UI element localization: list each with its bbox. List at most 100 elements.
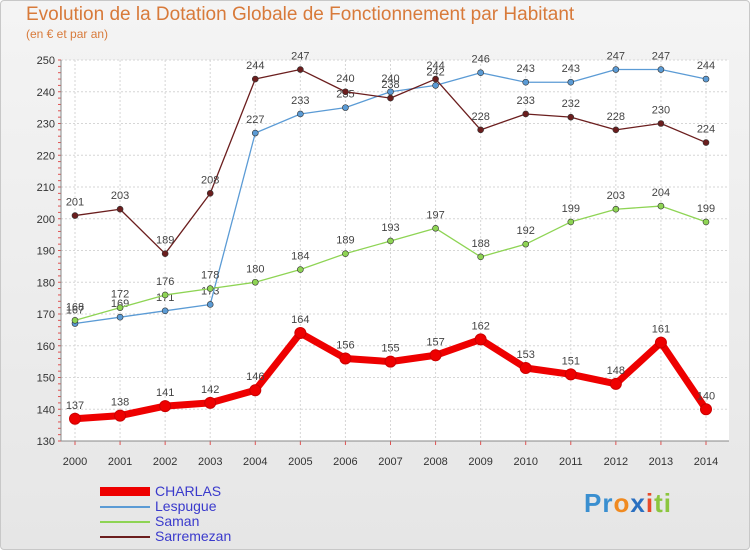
data-label-sarremezan: 247 <box>291 51 309 63</box>
data-label-saman: 193 <box>381 222 399 234</box>
logo-part: Pr <box>584 488 614 518</box>
x-tick-label: 2005 <box>288 456 312 468</box>
x-tick-label: 2003 <box>198 456 222 468</box>
data-point-saman <box>657 202 665 210</box>
data-point-sarremezan <box>522 110 530 118</box>
data-label-saman: 184 <box>291 251 309 263</box>
data-point-saman <box>161 291 169 299</box>
data-point-saman <box>567 218 575 226</box>
data-point-charlas <box>564 368 577 381</box>
proxiti-logo: Proxiti <box>584 488 672 519</box>
data-label-charlas: 161 <box>652 324 670 336</box>
data-label-lespugue: 246 <box>471 54 489 66</box>
data-label-lespugue: 247 <box>652 51 670 63</box>
chart-subtitle: (en € et par an) <box>26 27 109 41</box>
data-point-saman <box>432 224 439 232</box>
legend-label-saman: Saman <box>155 513 200 529</box>
data-point-lespugue <box>251 129 259 137</box>
data-point-lespugue <box>206 301 214 308</box>
y-tick-label: 150 <box>37 373 55 385</box>
y-tick-label: 250 <box>37 55 55 67</box>
data-point-charlas <box>204 396 217 409</box>
data-point-lespugue <box>432 82 439 89</box>
data-point-sarremezan <box>567 113 575 121</box>
data-label-lespugue: 227 <box>246 114 264 126</box>
data-label-saman: 176 <box>156 276 174 288</box>
data-label-sarremezan: 203 <box>111 190 129 202</box>
data-point-charlas <box>429 349 442 362</box>
x-tick-label: 2004 <box>243 456 267 468</box>
data-label-sarremezan: 240 <box>336 73 354 85</box>
x-tick-label: 2012 <box>604 456 628 468</box>
data-point-sarremezan <box>116 205 124 213</box>
y-tick-label: 230 <box>37 119 55 131</box>
data-point-lespugue <box>702 75 710 83</box>
data-point-charlas <box>69 412 81 425</box>
y-tick-label: 190 <box>37 246 55 258</box>
data-label-charlas: 140 <box>697 390 715 402</box>
data-point-saman <box>297 266 304 273</box>
data-point-lespugue <box>342 104 349 111</box>
data-point-charlas <box>114 409 127 422</box>
data-label-charlas: 162 <box>471 320 489 332</box>
data-label-charlas: 157 <box>426 336 444 348</box>
data-label-lespugue: 242 <box>426 66 444 78</box>
data-label-saman: 189 <box>336 235 354 247</box>
legend-swatch-charlas <box>100 487 150 496</box>
data-point-saman <box>522 240 530 248</box>
data-point-sarremezan <box>161 250 169 257</box>
data-point-saman <box>342 250 349 257</box>
x-tick-label: 2008 <box>423 456 447 468</box>
data-label-saman: 178 <box>201 270 219 282</box>
data-label-sarremezan: 208 <box>201 174 219 186</box>
chart-title: Evolution de la Dotation Globale de Fonc… <box>26 4 575 25</box>
data-label-saman: 168 <box>66 301 84 313</box>
data-point-sarremezan <box>477 126 484 134</box>
data-point-sarremezan <box>206 190 214 197</box>
data-point-lespugue <box>387 88 394 96</box>
logo-part: o <box>613 488 631 518</box>
series-charlas: 137 138 141 142 146 164 156 155 157 162 153 151 148 1… <box>66 314 715 425</box>
data-point-charlas <box>474 333 487 346</box>
data-label-lespugue: 169 <box>111 298 129 310</box>
logo-part: ti <box>654 488 672 518</box>
data-point-saman <box>612 205 620 213</box>
data-label-sarremezan: 230 <box>652 105 670 117</box>
data-label-sarremezan: 232 <box>562 98 580 110</box>
data-point-sarremezan <box>71 212 79 219</box>
data-label-sarremezan: 224 <box>697 124 715 136</box>
data-point-charlas <box>700 403 712 416</box>
data-label-sarremezan: 201 <box>66 197 84 209</box>
data-point-charlas <box>294 327 307 340</box>
data-label-charlas: 137 <box>66 400 84 412</box>
data-label-saman: 188 <box>471 238 489 250</box>
legend-swatch-sarremezan <box>100 536 150 538</box>
data-point-sarremezan <box>612 126 620 134</box>
data-point-charlas <box>654 336 667 349</box>
data-label-saman: 203 <box>607 190 625 202</box>
y-tick-label: 180 <box>37 277 55 289</box>
x-tick-label: 2001 <box>108 456 132 468</box>
data-label-lespugue: 240 <box>381 73 399 85</box>
y-tick-label: 220 <box>37 150 55 162</box>
data-point-saman <box>116 304 124 311</box>
legend-label-sarremezan: Sarremezan <box>155 528 232 544</box>
data-label-saman: 197 <box>426 209 444 221</box>
data-point-saman <box>702 218 710 226</box>
data-point-sarremezan <box>657 120 665 127</box>
data-label-saman: 204 <box>652 187 670 199</box>
data-point-lespugue <box>161 307 169 315</box>
data-label-lespugue: 233 <box>291 95 309 107</box>
y-tick-label: 240 <box>37 87 55 99</box>
series-lespugue: 1671691711732272332352402422462432432472… <box>66 51 715 327</box>
x-tick-label: 2010 <box>513 456 537 468</box>
data-point-sarremezan <box>251 75 259 83</box>
data-label-charlas: 151 <box>562 355 580 367</box>
data-label-lespugue: 244 <box>697 60 715 72</box>
data-label-saman: 172 <box>111 289 129 301</box>
data-label-charlas: 146 <box>246 371 264 383</box>
data-point-saman <box>71 317 79 324</box>
data-label-saman: 180 <box>246 263 264 275</box>
logo-part: x <box>630 488 646 518</box>
